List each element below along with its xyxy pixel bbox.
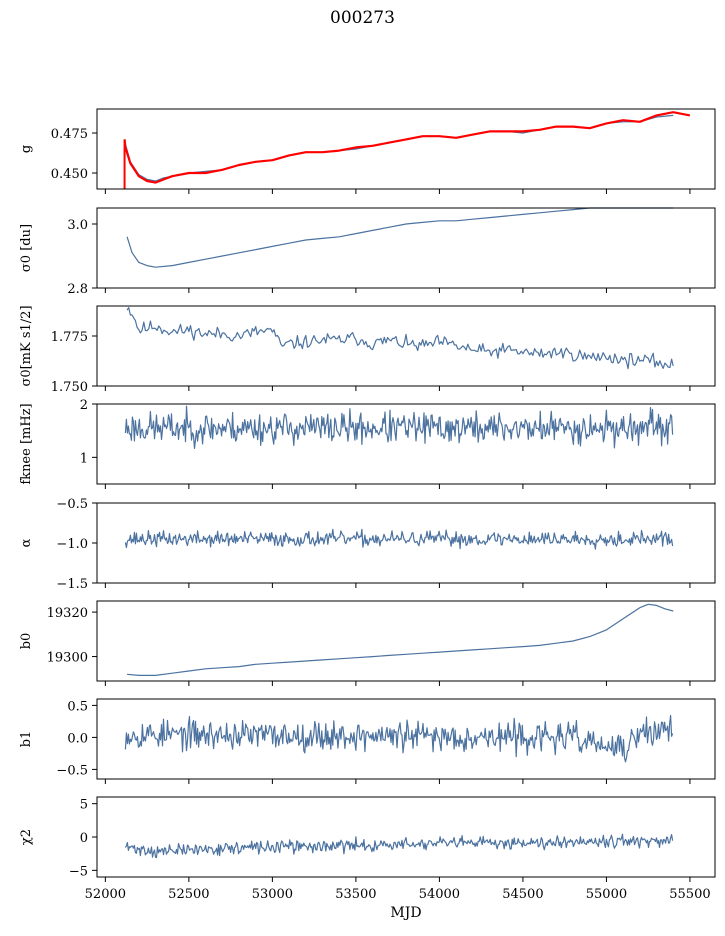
y-tick-label: −0.5 (56, 763, 88, 778)
y-tick-label: 3.0 (67, 218, 88, 233)
series-line (124, 833, 674, 859)
x-tick-label: 54000 (419, 887, 460, 902)
plot-frame (96, 207, 716, 289)
y-axis-label: σ0[mK s1/2] (19, 305, 34, 386)
y-tick-label: 0 (80, 831, 88, 846)
panel-5: −1.5 −1.0 −0.5 α (19, 497, 716, 592)
x-tick-label: 55000 (586, 887, 627, 902)
y-tick-label: 2.8 (67, 282, 88, 297)
series-line (127, 603, 674, 677)
y-axis-label: σ0 [du] (19, 224, 34, 272)
y-tick-label: 19320 (47, 606, 88, 621)
y-tick-label: 1.750 (51, 380, 88, 395)
y-axis-label: g (19, 145, 34, 153)
y-tick-label: 0.5 (67, 699, 88, 714)
y-tick-label: −1.5 (56, 577, 88, 592)
panel-4: 1 2 fknee [mHz] (19, 398, 716, 489)
panel-7: −0.5 0.0 0.5 b1 (19, 698, 716, 784)
panel-8: −5 0 5 52000 52500 53000 53500 54000 54500 55000 5… (19, 796, 716, 921)
x-tick-label: 53000 (252, 887, 293, 902)
panel-1: 0.450 0.475 g (19, 108, 716, 194)
plot-frame (96, 403, 716, 485)
y-tick-label: 1.775 (51, 330, 88, 345)
y-tick-label: −5 (69, 864, 88, 879)
y-tick-label: 2 (80, 398, 88, 413)
y-tick-label: −1.0 (56, 537, 88, 552)
series-line (124, 528, 674, 550)
x-axis-label: MJD (390, 905, 421, 921)
plot-frame (96, 698, 716, 780)
series-line (124, 114, 674, 182)
series-line (123, 111, 691, 184)
plot-frame (96, 305, 716, 387)
series-line (126, 307, 674, 370)
series-line (124, 405, 674, 449)
x-tick-label: 52500 (168, 887, 209, 902)
x-tick-label: 52000 (85, 887, 126, 902)
panel-6: 19300 19320 b0 (19, 600, 716, 686)
y-axis-label: b0 (19, 633, 34, 650)
x-tick-label: 54500 (502, 887, 543, 902)
series-line (126, 207, 674, 268)
plot-frame (96, 108, 716, 190)
plot-frame (96, 600, 716, 682)
y-tick-label: 0.475 (51, 127, 88, 142)
series-line (124, 714, 674, 763)
y-axis-label: χ2 (19, 829, 34, 845)
y-axis-label: α (19, 538, 34, 547)
y-tick-label: 0.450 (51, 167, 88, 182)
x-tick-label: 55500 (669, 887, 710, 902)
y-tick-label: 0.0 (67, 731, 88, 746)
y-tick-label: 5 (80, 798, 88, 813)
y-tick-label: 1 (80, 451, 88, 466)
figure-title: 000273 (330, 8, 395, 28)
y-tick-label: −0.5 (56, 497, 88, 512)
panel-2: 2.8 3.0 σ0 [du] (19, 207, 716, 297)
y-axis-label: fknee [mHz] (19, 403, 34, 484)
y-axis-label: b1 (19, 731, 34, 748)
panel-3: 1.750 1.775 σ0[mK s1/2] (19, 305, 716, 395)
x-tick-label: 53500 (335, 887, 376, 902)
y-tick-label: 19300 (47, 651, 88, 666)
